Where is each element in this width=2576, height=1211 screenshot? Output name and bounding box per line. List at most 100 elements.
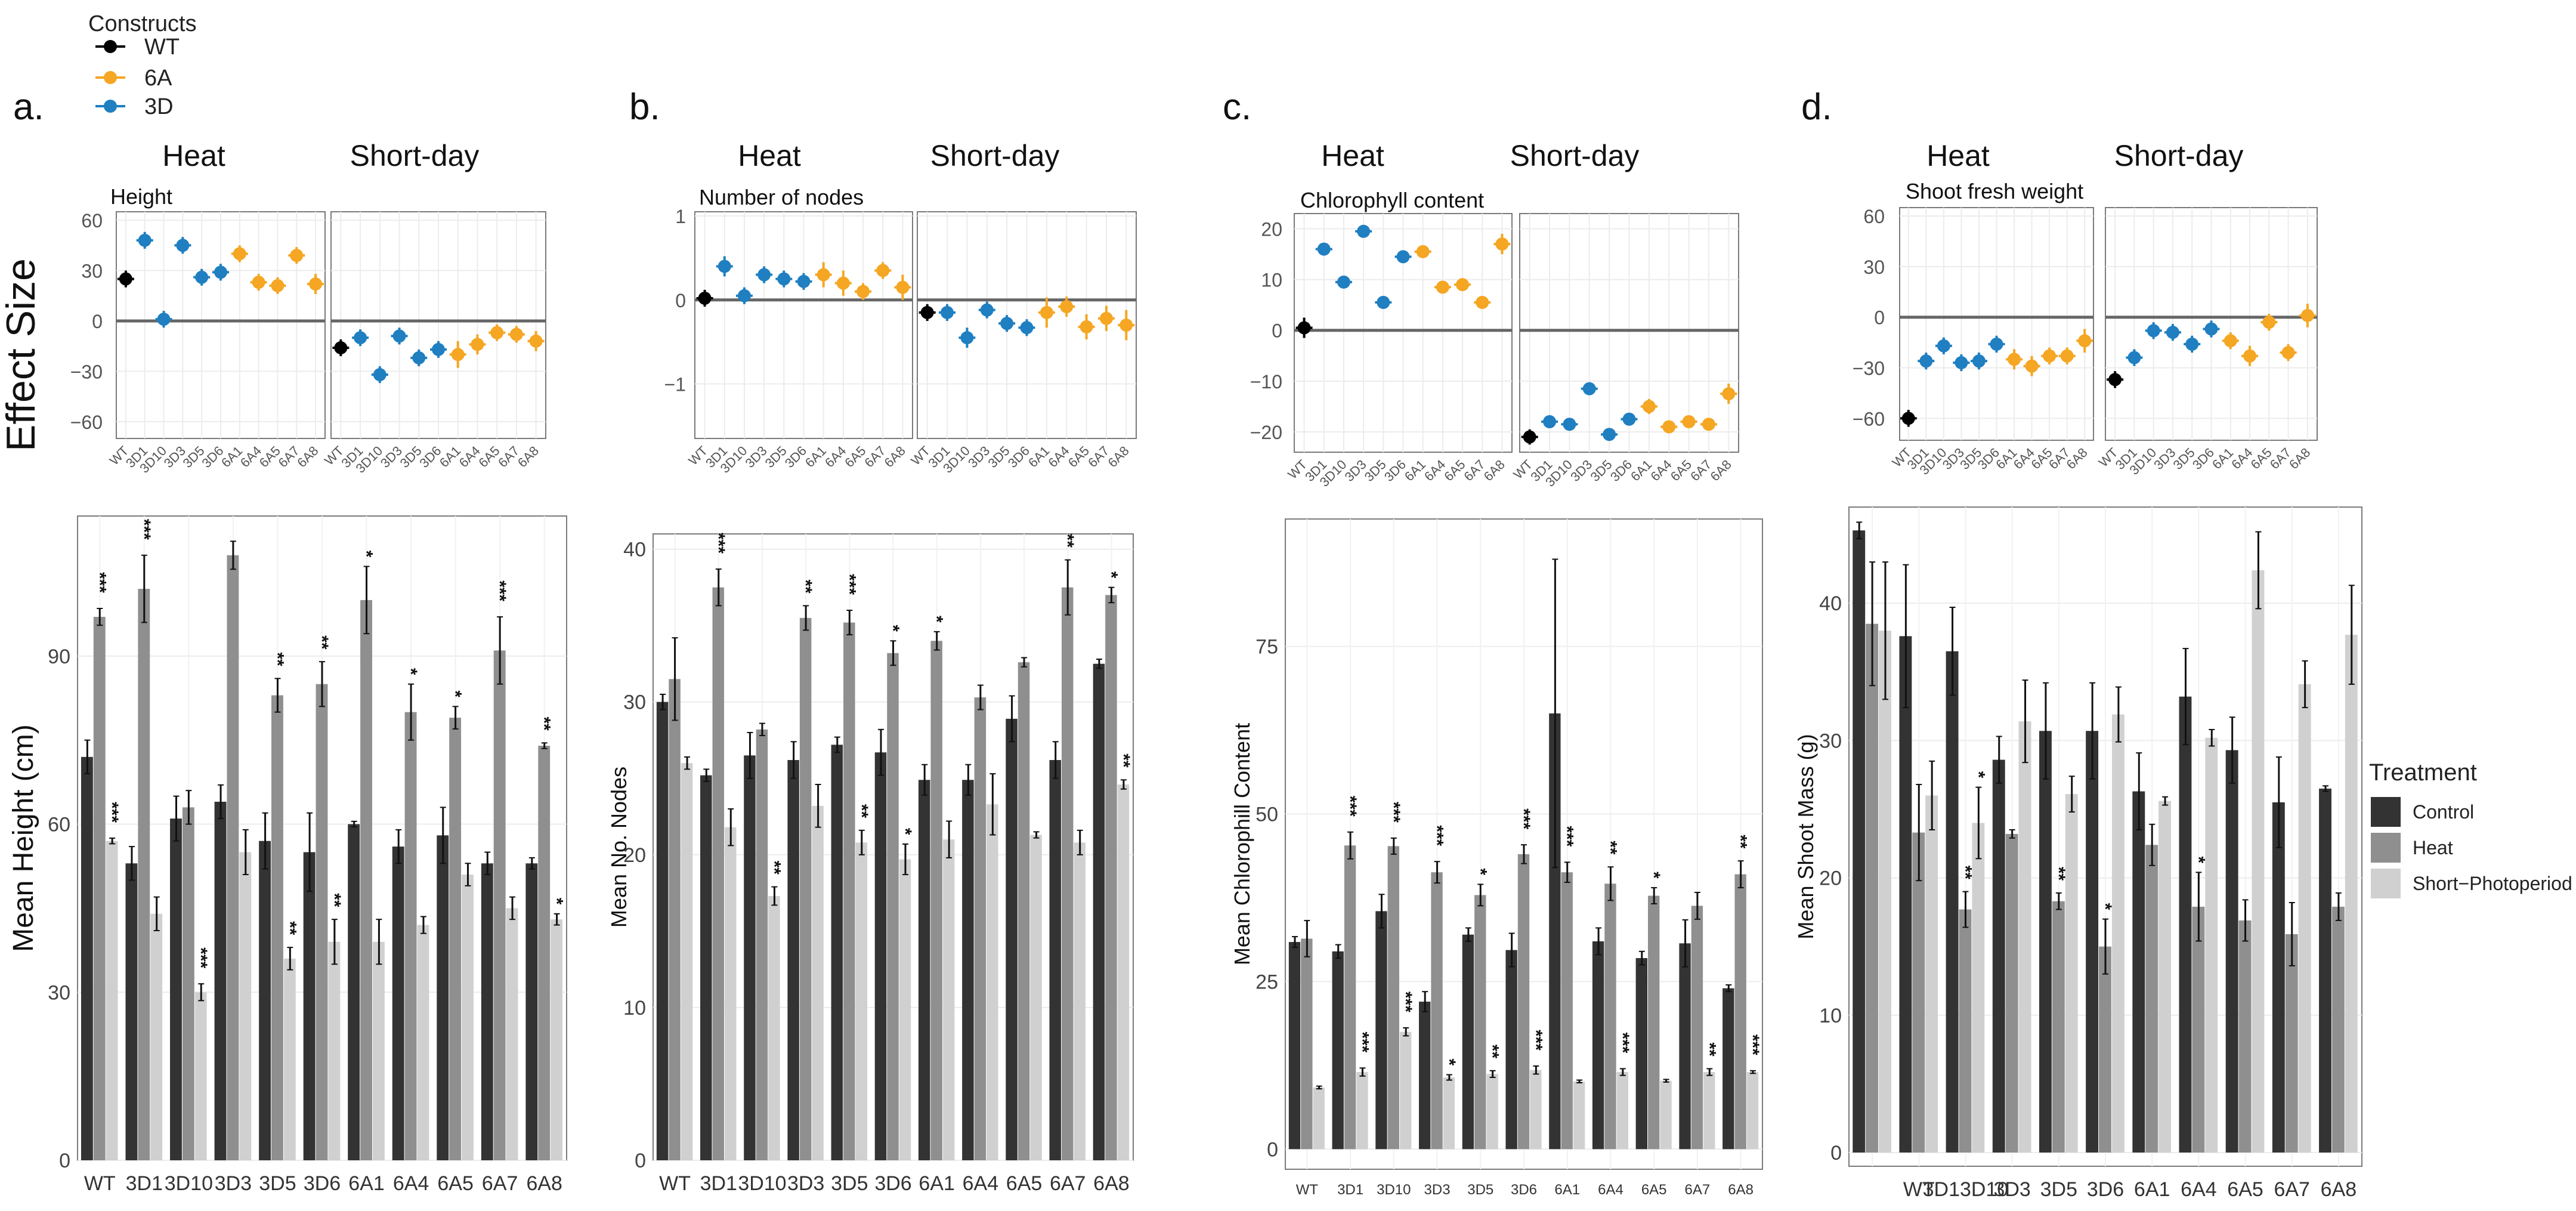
series-2: ********** * <box>102 802 567 1160</box>
bar <box>2285 934 2298 1153</box>
bar <box>1105 595 1117 1160</box>
effect-point <box>529 334 543 348</box>
significance-stars: * <box>446 690 465 697</box>
constructs-legend-title: Constructs <box>88 11 197 36</box>
effect-point <box>1662 420 1676 434</box>
bar <box>2238 920 2252 1153</box>
effect-xtick-label: 6A8 <box>1481 457 1508 484</box>
bar-xtick-label: 6A4 <box>2181 1178 2217 1201</box>
effect-point <box>309 277 323 291</box>
series-2: ******* <box>681 753 1133 1160</box>
significance-stars: *** <box>1514 808 1533 829</box>
effect-point <box>1722 387 1736 401</box>
significance-stars: *** <box>102 802 122 823</box>
effect-point <box>1080 320 1093 333</box>
bar <box>962 780 974 1160</box>
effect-chart-title: Shoot fresh weight <box>1906 179 2083 203</box>
effect-point <box>392 329 406 343</box>
bar-xtick-label: 3D1 <box>1337 1182 1363 1198</box>
effect-point <box>373 368 386 382</box>
effect-point <box>138 233 151 247</box>
bar-y-axis-title: Mean Chlorophill Content <box>1230 723 1254 965</box>
bar <box>2018 721 2031 1153</box>
effect-ytick-label: 1 <box>675 206 686 227</box>
bar <box>1992 759 2005 1153</box>
bar-ytick-label: 75 <box>1255 636 1278 659</box>
bar <box>2225 750 2238 1153</box>
bar-xtick-label: 3D5 <box>259 1172 296 1195</box>
significance-stars: * <box>1644 872 1663 879</box>
bar <box>182 807 194 1160</box>
effect-point <box>1456 278 1470 292</box>
significance-stars: * <box>547 898 567 905</box>
bar <box>2298 684 2311 1153</box>
effect-ytick-label: 20 <box>1261 219 1282 240</box>
effect-point <box>941 305 954 319</box>
bar <box>2319 788 2331 1153</box>
bar <box>1400 1031 1412 1150</box>
effect-point <box>737 289 751 302</box>
significance-stars: ** <box>1731 835 1751 849</box>
bar <box>1332 951 1344 1150</box>
effect-ytick-label: 60 <box>81 210 103 231</box>
bar <box>2331 906 2345 1153</box>
bar <box>725 827 737 1160</box>
significance-stars: * <box>895 828 915 835</box>
bar <box>930 641 942 1160</box>
effect-point <box>2108 373 2122 387</box>
bar <box>392 847 404 1160</box>
effect-point <box>1622 412 1636 426</box>
effect-ytick-label: 60 <box>1863 206 1885 227</box>
effect-ytick-label: 0 <box>1272 320 1282 342</box>
bar <box>2099 946 2111 1153</box>
effect-point <box>1582 382 1596 396</box>
bar <box>2205 737 2218 1153</box>
bar-xtick-label: 3D3 <box>787 1172 824 1195</box>
bar <box>328 941 341 1160</box>
panel-letter-a: a. <box>13 86 44 128</box>
bar <box>194 992 207 1160</box>
effect-xtick-label: 6A8 <box>882 443 908 470</box>
effect-point <box>1396 250 1410 264</box>
effect-point <box>2008 353 2021 366</box>
significance-stars: * <box>401 668 420 675</box>
bar-xtick-label: 6A1 <box>348 1172 385 1195</box>
bar-xtick-label: 6A7 <box>482 1172 518 1195</box>
effect-point <box>797 274 811 288</box>
significance-stars: ** <box>1955 866 1975 880</box>
effect-chart-title: Number of nodes <box>699 185 864 209</box>
series-1: ****************** <box>89 519 554 1160</box>
significance-stars: ** <box>324 893 344 907</box>
significance-stars: ** <box>1699 1042 1719 1056</box>
bar <box>2192 906 2205 1153</box>
bar-xtick-label: 3D10 <box>165 1172 213 1195</box>
bar <box>887 653 899 1160</box>
bar <box>1375 911 1387 1150</box>
effect-point <box>233 247 246 261</box>
header-short-b: Short-day <box>930 139 1060 172</box>
bar <box>756 729 768 1160</box>
effect-point <box>290 249 304 262</box>
effect-point <box>2281 346 2295 360</box>
bar <box>1635 958 1647 1150</box>
significance-stars: ** <box>1483 1045 1502 1059</box>
effect-ytick-label: 0 <box>92 311 103 332</box>
bar-ytick-label: 30 <box>1819 730 1842 752</box>
effect-chart-title: Chlorophyll content <box>1300 188 1484 212</box>
effect-point <box>2243 349 2257 363</box>
bar <box>918 780 930 1160</box>
header-heat-b: Heat <box>738 139 801 172</box>
bar-ytick-label: 40 <box>1819 592 1842 615</box>
bar <box>372 941 385 1160</box>
bar <box>787 760 799 1160</box>
significance-stars: ** <box>1057 534 1077 548</box>
header-short-a: Short-day <box>350 139 480 172</box>
header-heat-d: Heat <box>1926 139 1990 172</box>
bar-xtick-label: 6A8 <box>2321 1178 2357 1201</box>
bar <box>744 755 756 1160</box>
